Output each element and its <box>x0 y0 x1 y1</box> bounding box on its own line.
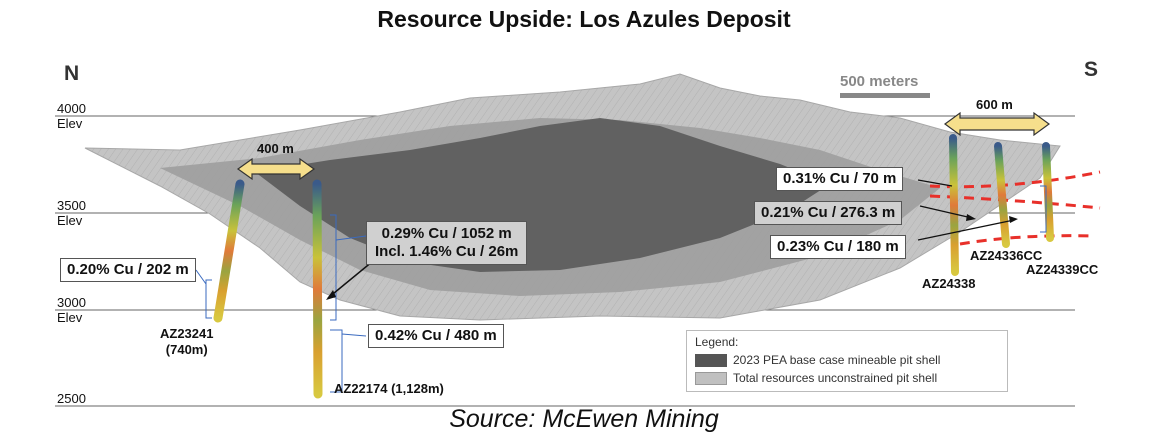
grade-label-south-2: 0.21% Cu / 276.3 m <box>754 201 903 225</box>
drill-hole-az22174 <box>312 179 323 399</box>
drill-hole-label-az24339cc: AZ24339CC <box>1026 262 1099 277</box>
arrow-south-3 <box>917 219 1015 241</box>
scale-bar <box>840 93 930 98</box>
elev-label-3000: 3000 Elev <box>57 295 86 325</box>
drill-hole-az24338 <box>949 134 959 276</box>
arrow-south-2 <box>919 205 973 219</box>
elev-label-4000: 4000 Elev <box>57 101 86 131</box>
drill-hole-az23241 <box>213 179 245 323</box>
legend-swatch-total <box>695 371 727 385</box>
north-label: N <box>64 62 80 85</box>
drill-hole-label-az23241: AZ23241 (740m) <box>160 326 214 357</box>
drill-hole-label-az24336cc: AZ24336CC <box>970 248 1043 263</box>
grade-label-south-3: 0.23% Cu / 180 m <box>770 235 906 259</box>
legend-label-total: Total resources unconstrained pit shell <box>733 371 938 385</box>
drill-hole-label-az24338: AZ24338 <box>922 276 976 291</box>
connector-az23241 <box>195 269 207 285</box>
source-credit: Source: McEwen Mining <box>449 405 719 433</box>
grade-label-az22174-main: 0.29% Cu / 1052 m Incl. 1.46% Cu / 26m <box>366 221 528 265</box>
bracket-az23241 <box>205 279 212 319</box>
connector-az22174-main <box>335 235 367 241</box>
grade-label-az23241: 0.20% Cu / 202 m <box>60 258 196 282</box>
bracket-az22174-main <box>330 214 337 321</box>
width-label-400m: 400 m <box>257 141 294 156</box>
legend-title: Legend: <box>695 335 739 349</box>
legend: Legend: 2023 PEA base case mineable pit … <box>686 330 1008 392</box>
bracket-az22174-deep <box>330 329 343 393</box>
arrow-south-1 <box>917 179 953 187</box>
drill-hole-az24339cc <box>1042 142 1054 242</box>
width-arrow-600m <box>943 111 1051 137</box>
arrow-south-2-head <box>966 214 976 221</box>
arrow-incl-head <box>326 290 336 300</box>
scale-bar-label: 500 meters <box>840 73 919 90</box>
width-label-600m: 600 m <box>976 97 1013 112</box>
arrow-south-3-head <box>1009 216 1018 223</box>
legend-item-pea: 2023 PEA base case mineable pit shell <box>695 353 940 367</box>
grade-label-south-1: 0.31% Cu / 70 m <box>776 167 904 191</box>
legend-item-total: Total resources unconstrained pit shell <box>695 371 937 385</box>
bracket-az24339cc <box>1040 185 1047 233</box>
zone-dashed-line-lower <box>959 234 1096 246</box>
drill-hole-label-az22174: AZ22174 (1,128m) <box>334 381 444 396</box>
slide-title: Resource Upside: Los Azules Deposit <box>377 6 791 32</box>
legend-label-pea: 2023 PEA base case mineable pit shell <box>733 353 941 367</box>
zone-dashed-line-upper <box>929 170 1101 189</box>
elev-label-3500: 3500 Elev <box>57 198 86 228</box>
drill-hole-az24336cc <box>994 142 1010 248</box>
width-arrow-400m <box>236 157 316 181</box>
legend-swatch-pea <box>695 353 727 367</box>
south-label: S <box>1084 58 1099 81</box>
connector-az22174-deep <box>341 333 367 337</box>
grade-label-az22174-deep: 0.42% Cu / 480 m <box>368 324 504 348</box>
elev-label-2500: 2500 <box>57 391 86 406</box>
